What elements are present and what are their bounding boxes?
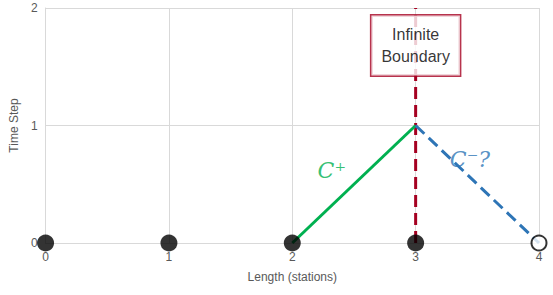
- svg-text:Boundary: Boundary: [381, 48, 450, 65]
- svg-text:1: 1: [31, 119, 38, 133]
- svg-text:0: 0: [31, 236, 38, 250]
- svg-text:4: 4: [536, 250, 543, 264]
- svg-text:C⁺: C⁺: [318, 158, 346, 183]
- svg-text:Length (stations): Length (stations): [248, 270, 337, 284]
- svg-text:Infinite: Infinite: [392, 26, 439, 43]
- svg-text:3: 3: [412, 250, 419, 264]
- svg-text:0: 0: [42, 250, 49, 264]
- svg-text:Time Step: Time Step: [7, 98, 21, 153]
- svg-text:1: 1: [166, 250, 173, 264]
- svg-text:2: 2: [289, 250, 296, 264]
- svg-text:2: 2: [31, 1, 38, 15]
- svg-text:C⁻?: C⁻?: [450, 147, 490, 172]
